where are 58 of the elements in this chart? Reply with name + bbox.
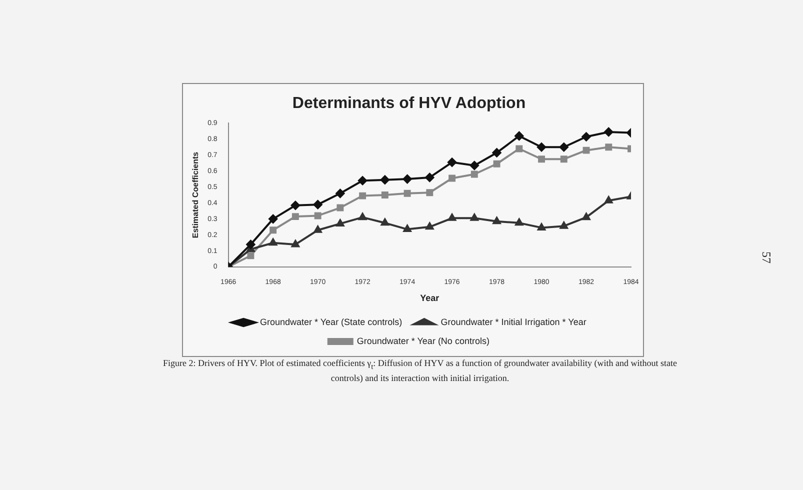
point bbox=[269, 238, 278, 246]
point bbox=[516, 145, 523, 152]
point bbox=[426, 189, 434, 196]
point bbox=[492, 216, 501, 224]
point bbox=[560, 156, 568, 163]
point bbox=[470, 160, 479, 170]
point bbox=[381, 192, 388, 198]
point bbox=[291, 240, 300, 248]
point bbox=[537, 142, 546, 152]
point bbox=[425, 172, 434, 182]
point bbox=[582, 212, 590, 220]
caption: Figure 2: Drivers of HYV. Plot of estimated coefficients γ$_{t}$: Diffusion of HYV as a function of groundwater availability (with and without state controls) and its interaction with initial irrigation. bbox=[162, 357, 678, 386]
point bbox=[448, 158, 457, 167]
point bbox=[582, 146, 590, 154]
legend-label: Groundwater * Year (State controls) bbox=[260, 316, 402, 327]
point bbox=[336, 188, 345, 198]
point bbox=[270, 226, 277, 234]
point bbox=[605, 144, 612, 151]
point bbox=[359, 192, 366, 200]
point bbox=[268, 214, 278, 224]
point bbox=[380, 218, 389, 226]
point bbox=[336, 204, 344, 212]
point bbox=[426, 222, 434, 230]
point bbox=[358, 176, 368, 186]
point bbox=[537, 223, 546, 230]
point bbox=[470, 170, 478, 178]
point bbox=[560, 222, 568, 229]
point bbox=[292, 213, 299, 220]
point bbox=[448, 214, 456, 221]
point bbox=[514, 131, 524, 140]
legend-label: Groundwater * Year (No controls) bbox=[356, 336, 490, 346]
legend-label: Groundwater * Initial Irrigation * Year bbox=[440, 316, 586, 327]
point bbox=[290, 200, 300, 210]
point bbox=[358, 212, 367, 220]
point bbox=[403, 224, 412, 232]
point bbox=[582, 132, 591, 142]
point bbox=[492, 148, 502, 158]
point bbox=[493, 160, 500, 168]
point bbox=[559, 142, 568, 152]
point bbox=[380, 175, 390, 184]
point bbox=[604, 127, 614, 136]
point bbox=[314, 212, 322, 220]
point bbox=[313, 200, 322, 210]
x-axis-title: Year bbox=[420, 293, 440, 304]
chart-title: Determinants of HYV Adoption bbox=[292, 95, 526, 112]
point bbox=[402, 174, 412, 184]
point bbox=[538, 156, 545, 163]
point bbox=[448, 174, 456, 182]
point bbox=[247, 252, 254, 260]
point bbox=[314, 226, 322, 233]
point bbox=[246, 240, 256, 249]
text: 57 bbox=[758, 252, 774, 264]
point bbox=[604, 196, 613, 204]
point bbox=[515, 218, 524, 226]
y-axis-title: Estimated Coefficients bbox=[191, 151, 200, 238]
point bbox=[470, 214, 478, 221]
point bbox=[336, 219, 344, 226]
point bbox=[404, 190, 411, 197]
